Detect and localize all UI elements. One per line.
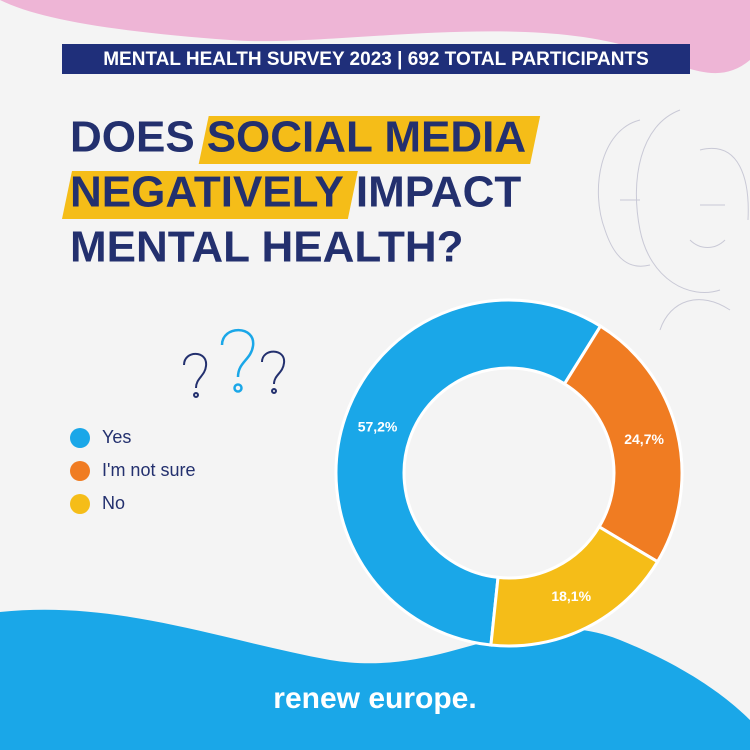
title-segment: IMPACT: [356, 168, 522, 217]
data-label: 57,2%: [358, 419, 398, 435]
header-box: [62, 44, 690, 74]
title-text: IMPACT: [356, 168, 522, 217]
footer-logo: renew europe.: [273, 682, 476, 715]
header: MENTAL HEALTH SURVEY 2023 | 692 TOTAL PA…: [103, 49, 649, 70]
title-highlight: [198, 116, 541, 164]
donut-slice: [489, 524, 660, 648]
legend-marker: [70, 461, 90, 481]
blue-wave: [0, 609, 750, 750]
title-segment: NEGATIVELY: [62, 168, 358, 219]
title-text: DOES: [70, 113, 195, 162]
legend-marker: [70, 494, 90, 514]
legend-label: Yes: [102, 427, 131, 447]
legend-label: No: [102, 493, 125, 513]
face-drawing: [597, 109, 749, 331]
title-text: MENTAL HEALTH?: [70, 223, 464, 272]
legend-label: I'm not sure: [102, 460, 195, 480]
title-text: NEGATIVELY: [70, 168, 344, 217]
legend-marker: [70, 428, 90, 448]
title-text: SOCIAL MEDIA: [207, 113, 526, 162]
pink-blob: [0, 0, 750, 74]
data-label: 18,1%: [551, 588, 591, 604]
question-mark: [220, 329, 255, 393]
data-label: 24,7%: [624, 431, 664, 447]
title-segment: DOES: [70, 113, 195, 162]
title-segment: MENTAL HEALTH?: [70, 223, 464, 272]
donut-slice: [562, 324, 684, 564]
title-segment: SOCIAL MEDIA: [198, 113, 541, 164]
title-highlight: [62, 171, 358, 219]
question-marks: [183, 350, 286, 398]
donut-slice: [334, 298, 603, 647]
